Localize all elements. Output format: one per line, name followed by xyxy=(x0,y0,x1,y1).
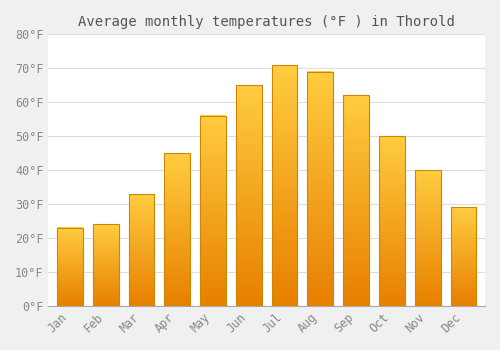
Bar xyxy=(57,228,82,306)
Bar xyxy=(92,224,118,306)
Bar xyxy=(236,85,262,306)
Bar xyxy=(450,208,476,306)
Bar xyxy=(200,116,226,306)
Bar xyxy=(344,96,369,306)
Bar xyxy=(164,153,190,306)
Bar xyxy=(415,170,440,306)
Bar xyxy=(128,194,154,306)
Title: Average monthly temperatures (°F ) in Thorold: Average monthly temperatures (°F ) in Th… xyxy=(78,15,455,29)
Bar xyxy=(272,65,297,306)
Bar xyxy=(308,72,334,306)
Bar xyxy=(379,136,405,306)
